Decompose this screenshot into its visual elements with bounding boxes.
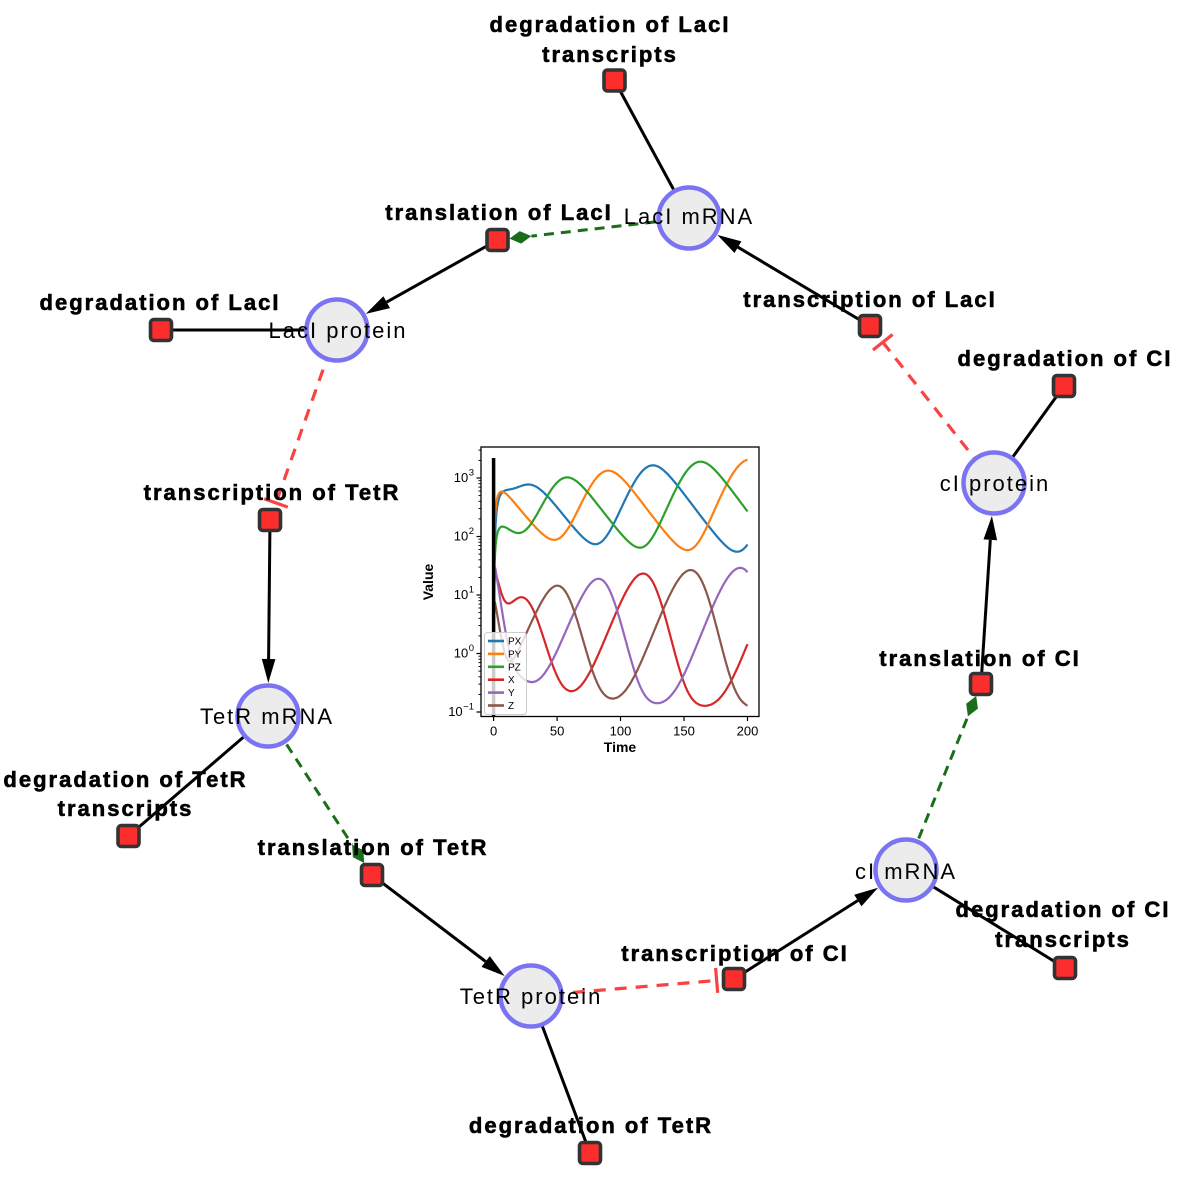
svg-text:cI mRNA: cI mRNA	[855, 859, 957, 884]
svg-text:TetR protein: TetR protein	[460, 984, 603, 1009]
svg-text:transcription of CI: transcription of CI	[621, 941, 848, 966]
svg-text:translation of CI: translation of CI	[879, 646, 1080, 671]
svg-text:transcripts: transcripts	[58, 796, 194, 821]
svg-text:transcripts: transcripts	[542, 42, 678, 67]
svg-text:100: 100	[610, 724, 632, 739]
svg-text:Z: Z	[508, 701, 514, 712]
svg-text:cI protein: cI protein	[940, 471, 1051, 496]
svg-text:degradation of TetR: degradation of TetR	[469, 1113, 713, 1138]
svg-text:Y: Y	[508, 688, 515, 699]
svg-text:degradation of CI: degradation of CI	[956, 897, 1171, 922]
svg-text:transcripts: transcripts	[995, 927, 1131, 952]
svg-text:TetR mRNA: TetR mRNA	[200, 704, 334, 729]
svg-text:degradation of LacI: degradation of LacI	[490, 12, 731, 37]
svg-text:degradation of LacI: degradation of LacI	[40, 290, 281, 315]
svg-text:PX: PX	[508, 637, 522, 648]
svg-text:LacI mRNA: LacI mRNA	[624, 204, 754, 229]
svg-text:translation of LacI: translation of LacI	[385, 200, 612, 225]
svg-text:transcription of LacI: transcription of LacI	[743, 287, 996, 312]
svg-text:X: X	[508, 675, 515, 686]
svg-text:150: 150	[673, 724, 695, 739]
svg-text:Time: Time	[604, 739, 637, 755]
svg-text:degradation of CI: degradation of CI	[958, 346, 1173, 371]
svg-text:200: 200	[737, 724, 759, 739]
svg-text:translation of TetR: translation of TetR	[258, 835, 489, 860]
svg-text:Value: Value	[420, 564, 436, 601]
svg-text:50: 50	[550, 724, 564, 739]
svg-text:degradation of TetR: degradation of TetR	[3, 767, 247, 792]
svg-text:PY: PY	[508, 649, 522, 660]
svg-text:transcription of TetR: transcription of TetR	[144, 480, 401, 505]
svg-text:LacI protein: LacI protein	[269, 318, 408, 343]
svg-text:PZ: PZ	[508, 662, 521, 673]
svg-text:0: 0	[490, 724, 497, 739]
